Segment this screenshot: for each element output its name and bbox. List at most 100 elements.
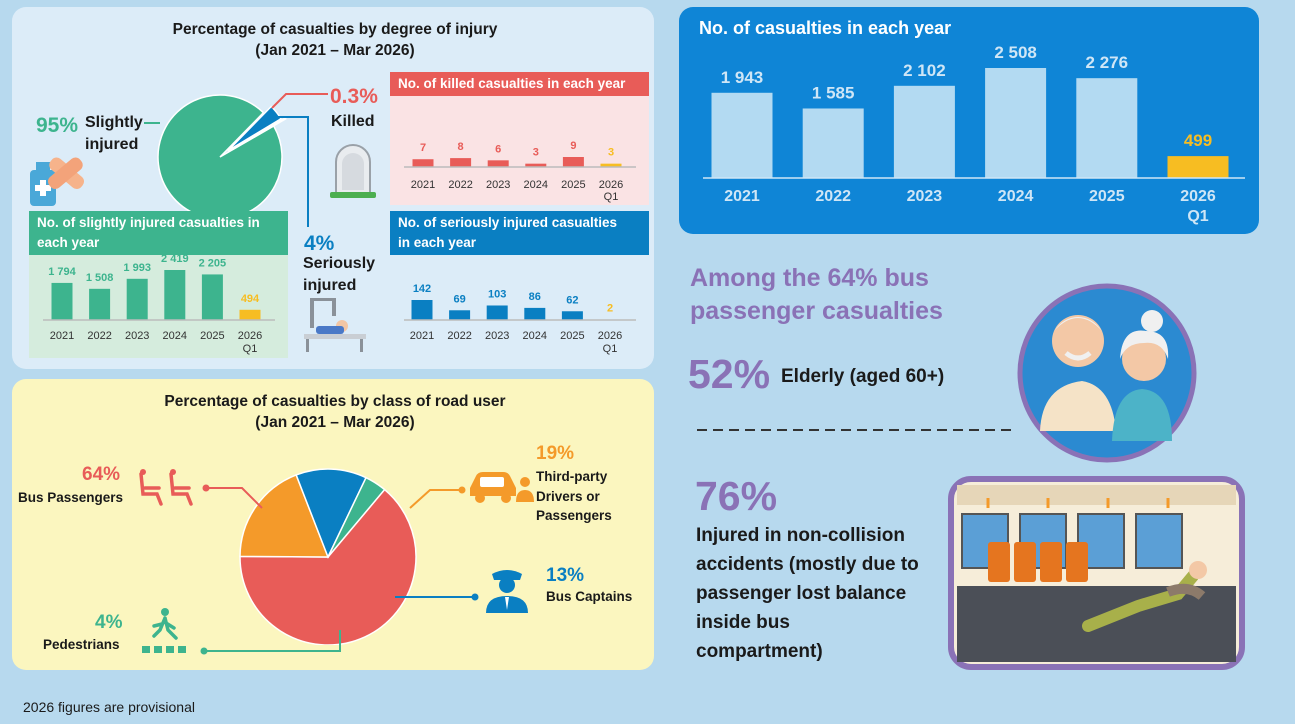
- bar-2023: [126, 278, 148, 320]
- bar-2026: [600, 163, 622, 167]
- bar-value-label: 2 102: [903, 61, 946, 80]
- pie-slice-1: [227, 105, 282, 152]
- serious-leader-line: [272, 116, 309, 227]
- road-user-title-line1: Percentage of casualties by class of roa…: [164, 393, 506, 410]
- slight-mini-title-line2: each year: [37, 235, 100, 250]
- injury-title-line2: (Jan 2021 – Mar 2026): [255, 42, 415, 59]
- noncollision-line1: Injured in non-collision: [696, 525, 905, 546]
- bus-fall-illustration: [948, 476, 1245, 670]
- bar-2022: [450, 158, 472, 167]
- slight-label-line1: Slightly: [85, 114, 143, 131]
- bar-value-label: 2: [607, 303, 613, 315]
- pie-slice-0: [157, 94, 283, 220]
- bar-2025: [562, 157, 584, 167]
- bar-value-label: 1 585: [812, 83, 855, 102]
- category-label: 2023: [125, 330, 149, 342]
- footnote: 2026 figures are provisional: [23, 699, 195, 715]
- bar-2025: [1076, 78, 1138, 178]
- bar-2023: [893, 85, 955, 178]
- category-label: 2022: [87, 330, 111, 342]
- serious-pct: 4%: [304, 232, 335, 255]
- category-label: 2022: [448, 179, 472, 191]
- elderly-heading: Among the 64% bus passenger casualties: [690, 262, 943, 328]
- injury-title-line1: Percentage of casualties by degree of in…: [172, 21, 498, 38]
- elderly-pct: 52%: [688, 351, 771, 397]
- pedestrians-pct: 4%: [95, 612, 123, 633]
- injury-panel-title: Percentage of casualties by degree of in…: [100, 19, 570, 61]
- bar-value-label: 2 276: [1086, 53, 1129, 72]
- bar-value-label: 2 205: [199, 257, 227, 269]
- third-party-label-line3: Passengers: [536, 508, 612, 523]
- bar-2021: [411, 300, 433, 320]
- bar-2024: [524, 307, 546, 320]
- category-label: 2024: [523, 330, 547, 342]
- bar-value-label: 1 508: [86, 272, 114, 284]
- category-label: 2022: [447, 330, 471, 342]
- slight-leader-line: [144, 122, 160, 124]
- bus-passengers-label: Bus Passengers: [18, 490, 124, 505]
- divider-dashed: [697, 429, 1017, 431]
- bar-2022: [449, 310, 471, 320]
- killed-pct: 0.3%: [330, 85, 378, 108]
- serious-mini-title-line2: in each year: [398, 235, 477, 250]
- bar-2026: [239, 309, 261, 320]
- bar-2024: [164, 270, 186, 320]
- third-party-label-line2: Drivers or: [536, 488, 600, 504]
- bar-value-label: 103: [488, 288, 506, 300]
- elderly-label: Elderly (aged 60+): [781, 366, 945, 387]
- category-label: 2024: [524, 179, 548, 191]
- bar-value-label: 8: [458, 141, 464, 153]
- road-user-title-line2: (Jan 2021 – Mar 2026): [255, 414, 415, 431]
- category-label: 2021: [410, 330, 434, 342]
- category-label: 2026: [599, 179, 623, 191]
- bar-2021: [711, 92, 773, 178]
- category-label: 2025: [561, 179, 585, 191]
- elderly-couple-icon: [1017, 283, 1197, 463]
- bar-2023: [486, 305, 508, 320]
- bus-captain-icon: [486, 570, 528, 613]
- bar-value-label: 2 508: [994, 43, 1037, 62]
- bus-passengers-pct: 64%: [82, 464, 121, 485]
- elderly-heading-line2: passenger casualties: [690, 297, 943, 325]
- category-label: 2026: [1180, 188, 1216, 205]
- slight-label: Slightly injured: [85, 112, 143, 156]
- serious-mini-chart: No. of seriously injured casualties in e…: [390, 211, 649, 358]
- category-label: 2024: [163, 330, 187, 342]
- bar-value-label: 62: [566, 294, 578, 306]
- road-user-title: Percentage of casualties by class of roa…: [100, 391, 570, 433]
- third-party-pct: 19%: [536, 443, 575, 464]
- bar-value-label: 9: [570, 140, 576, 152]
- slight-mini-title-line1: No. of slightly injured casualties in: [37, 215, 260, 230]
- hospital-bed-icon: [304, 298, 366, 352]
- pie-slice-0: [239, 488, 417, 645]
- serious-label-line1: Seriously: [303, 255, 376, 272]
- pedestrian-crossing-icon: [142, 608, 186, 653]
- pie-slice-3: [327, 476, 386, 558]
- serious-label-line2: injured: [303, 277, 357, 294]
- category-label: 2022: [815, 188, 851, 205]
- bar-2021: [51, 282, 73, 320]
- category-sub-label: Q1: [604, 191, 619, 203]
- car-driver-icon: [470, 472, 534, 503]
- category-label: 2023: [485, 330, 509, 342]
- killed-label: Killed: [331, 113, 375, 130]
- category-label: 2025: [560, 330, 584, 342]
- category-label: 2021: [50, 330, 74, 342]
- annual-bars: 1 943 2021 1 585 2022 2 102 2023 2 508 2024 2 27…: [703, 43, 1245, 225]
- category-label: 2021: [724, 188, 760, 205]
- noncollision-label: Injured in non-collision accidents (most…: [696, 521, 919, 666]
- bar-2022: [89, 288, 111, 320]
- bar-2025: [561, 311, 583, 320]
- pie-slice-1: [239, 473, 330, 558]
- bar-value-label: 494: [241, 293, 260, 305]
- bar-value-label: 86: [529, 291, 541, 303]
- slight-mini-title: No. of slightly injured casualties in ea…: [29, 211, 288, 255]
- bar-value-label: 3: [533, 147, 539, 159]
- injury-pie-chart: [157, 94, 287, 220]
- bar-value-label: 499: [1184, 131, 1212, 150]
- bar-value-label: 1 943: [721, 68, 764, 87]
- category-label: 2023: [486, 179, 510, 191]
- noncollision-line5: compartment): [696, 641, 823, 662]
